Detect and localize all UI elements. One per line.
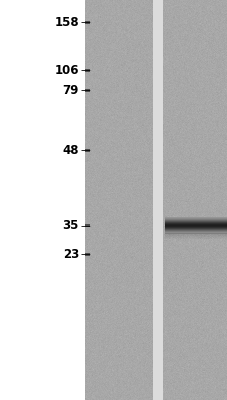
Text: —: — <box>81 145 90 155</box>
Text: 35: 35 <box>62 220 79 232</box>
Text: —: — <box>81 17 90 27</box>
Text: —: — <box>81 221 90 231</box>
Text: 23: 23 <box>62 248 79 260</box>
Text: 158: 158 <box>54 16 79 28</box>
Text: —: — <box>81 65 90 75</box>
Text: 106: 106 <box>54 64 79 76</box>
Text: —: — <box>81 85 90 95</box>
Text: —: — <box>81 249 90 259</box>
Text: 79: 79 <box>62 84 79 96</box>
Text: 48: 48 <box>62 144 79 156</box>
